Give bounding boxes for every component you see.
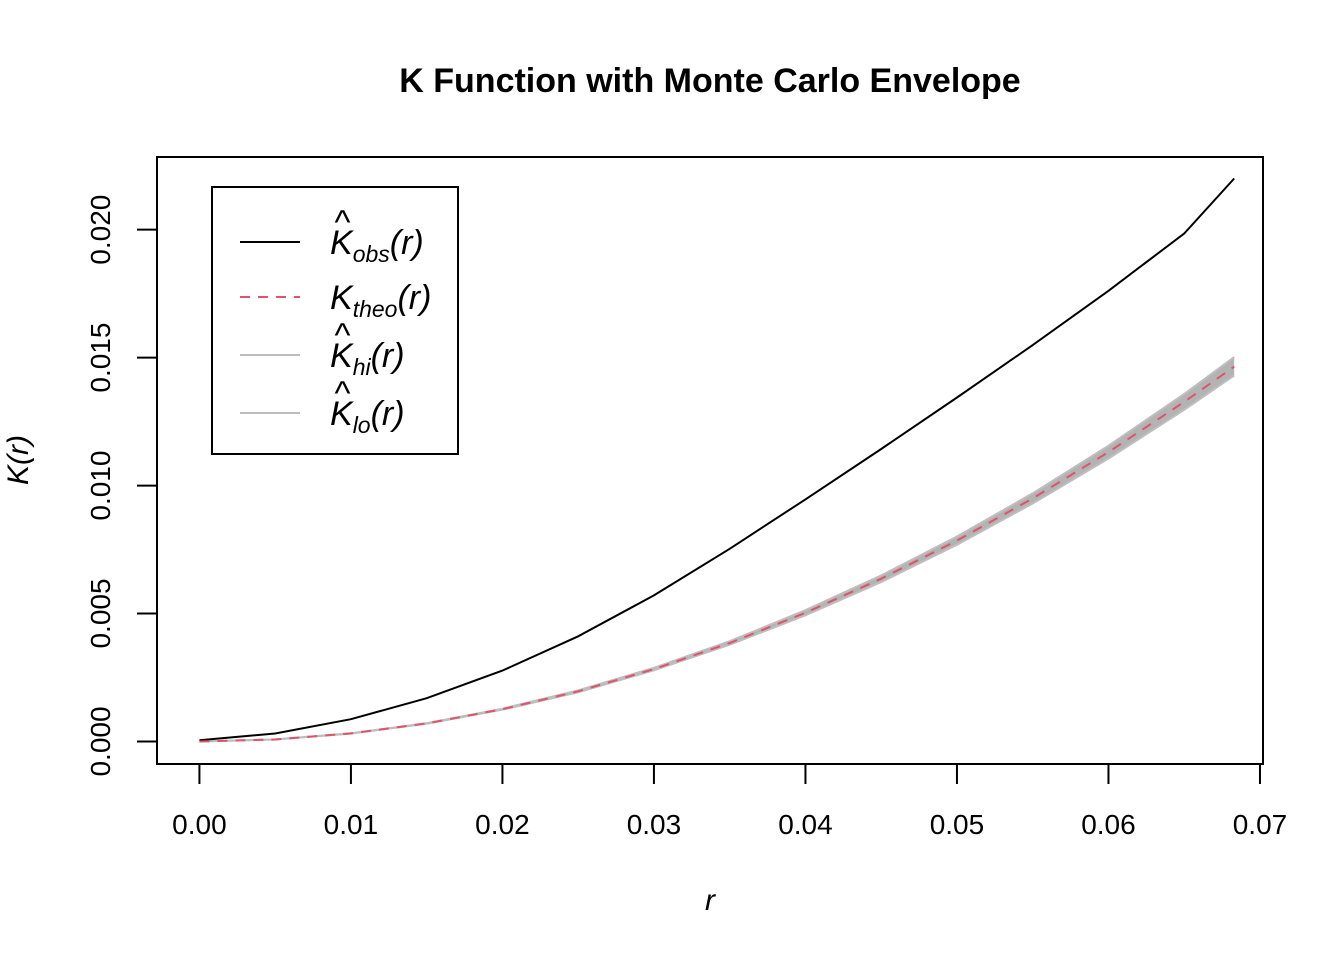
x-tick-label: 0.06 [1081,809,1136,840]
y-tick-label: 0.020 [85,195,116,265]
chart-title: K Function with Monte Carlo Envelope [399,62,1020,100]
x-axis-label: r [705,884,716,917]
series-layer [199,177,1235,743]
legend-label-obs: Kobs(r) [330,224,424,267]
legend-label-hi: Khi(r) [330,337,405,380]
x-tick-label: 0.01 [324,809,379,840]
legend-hat-lo: ^ [334,375,351,413]
y-tick-label: 0.010 [85,451,116,521]
legend: Kobs(r)^Ktheo(r)Khi(r)^Klo(r)^ [211,186,459,455]
legend-hat-hi: ^ [334,317,351,355]
series-line-theo [199,365,1235,743]
legend-label-lo: Klo(r) [330,395,405,438]
legend-box [211,186,459,455]
y-tick-label: 0.000 [85,706,116,776]
x-tick-label: 0.07 [1233,809,1288,840]
x-tick-label: 0.02 [475,809,530,840]
x-tick-label: 0.04 [778,809,833,840]
x-tick-label: 0.03 [627,809,682,840]
x-axis: 0.00 0.01 0.02 0.03 0.04 0.05 0.06 0.07 [172,763,1288,840]
series-line-obs [199,177,1235,742]
y-tick-label: 0.005 [85,578,116,648]
x-tick-label: 0.00 [172,809,227,840]
y-axis-label: K(r) [2,435,35,485]
legend-label-theo: Ktheo(r) [330,279,431,322]
x-tick-label: 0.05 [930,809,985,840]
y-tick-label: 0.015 [85,323,116,393]
series-line-lo [199,374,1235,743]
y-axis: 0.000 0.005 0.010 0.015 0.020 [85,195,158,777]
legend-hat-obs: ^ [334,204,351,242]
